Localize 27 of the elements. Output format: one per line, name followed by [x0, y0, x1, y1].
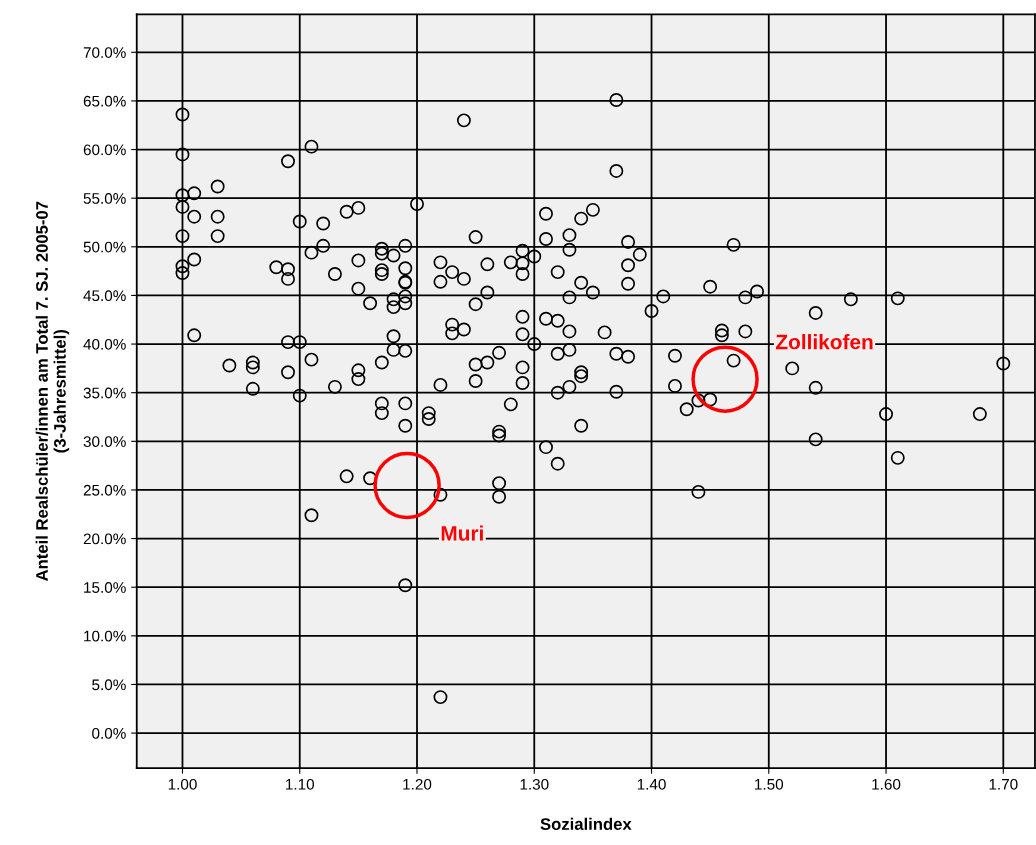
- y-tick-label: 65.0%: [83, 95, 126, 107]
- y-tick-label: 45.0%: [83, 290, 126, 302]
- y-tick-label: 10.0%: [84, 630, 126, 642]
- y-tick-label: 5.0%: [92, 679, 126, 691]
- y-tick-label: 0.0%: [92, 727, 126, 739]
- y-axis-title: Anteil Realschüler/innen am Total 7. SJ. 2005-07 (3-Jahresmittel): [35, 201, 70, 581]
- x-tick-label: 1.70: [989, 778, 1018, 790]
- y-tick-label: 30.0%: [83, 436, 126, 448]
- annotation: Zollikofen: [776, 334, 873, 350]
- x-tick-label: 1.00: [168, 778, 197, 790]
- y-tick-label: 60.0%: [83, 144, 126, 156]
- y-tick-label: 40.0%: [83, 338, 126, 350]
- x-tick-label: 1.40: [637, 778, 666, 790]
- y-tick-label: 70.0%: [83, 47, 126, 58]
- y-tick-label: 50.0%: [83, 241, 126, 253]
- y-tick-label: 15.0%: [84, 582, 126, 593]
- y-tick-label: 35.0%: [83, 387, 126, 399]
- x-tick-label: 1.10: [286, 778, 315, 790]
- y-tick-label: 20.0%: [83, 533, 126, 545]
- y-tick-label: 55.0%: [83, 193, 126, 204]
- annotation: Muri: [441, 525, 483, 541]
- x-tick-label: 1.50: [755, 778, 784, 790]
- x-axis-title: Sozialindex: [540, 817, 632, 831]
- x-tick-label: 1.30: [520, 778, 549, 790]
- y-tick-label: 25.0%: [83, 484, 126, 496]
- x-tick-label: 1.60: [872, 778, 901, 790]
- x-tick-label: 1.20: [403, 778, 432, 790]
